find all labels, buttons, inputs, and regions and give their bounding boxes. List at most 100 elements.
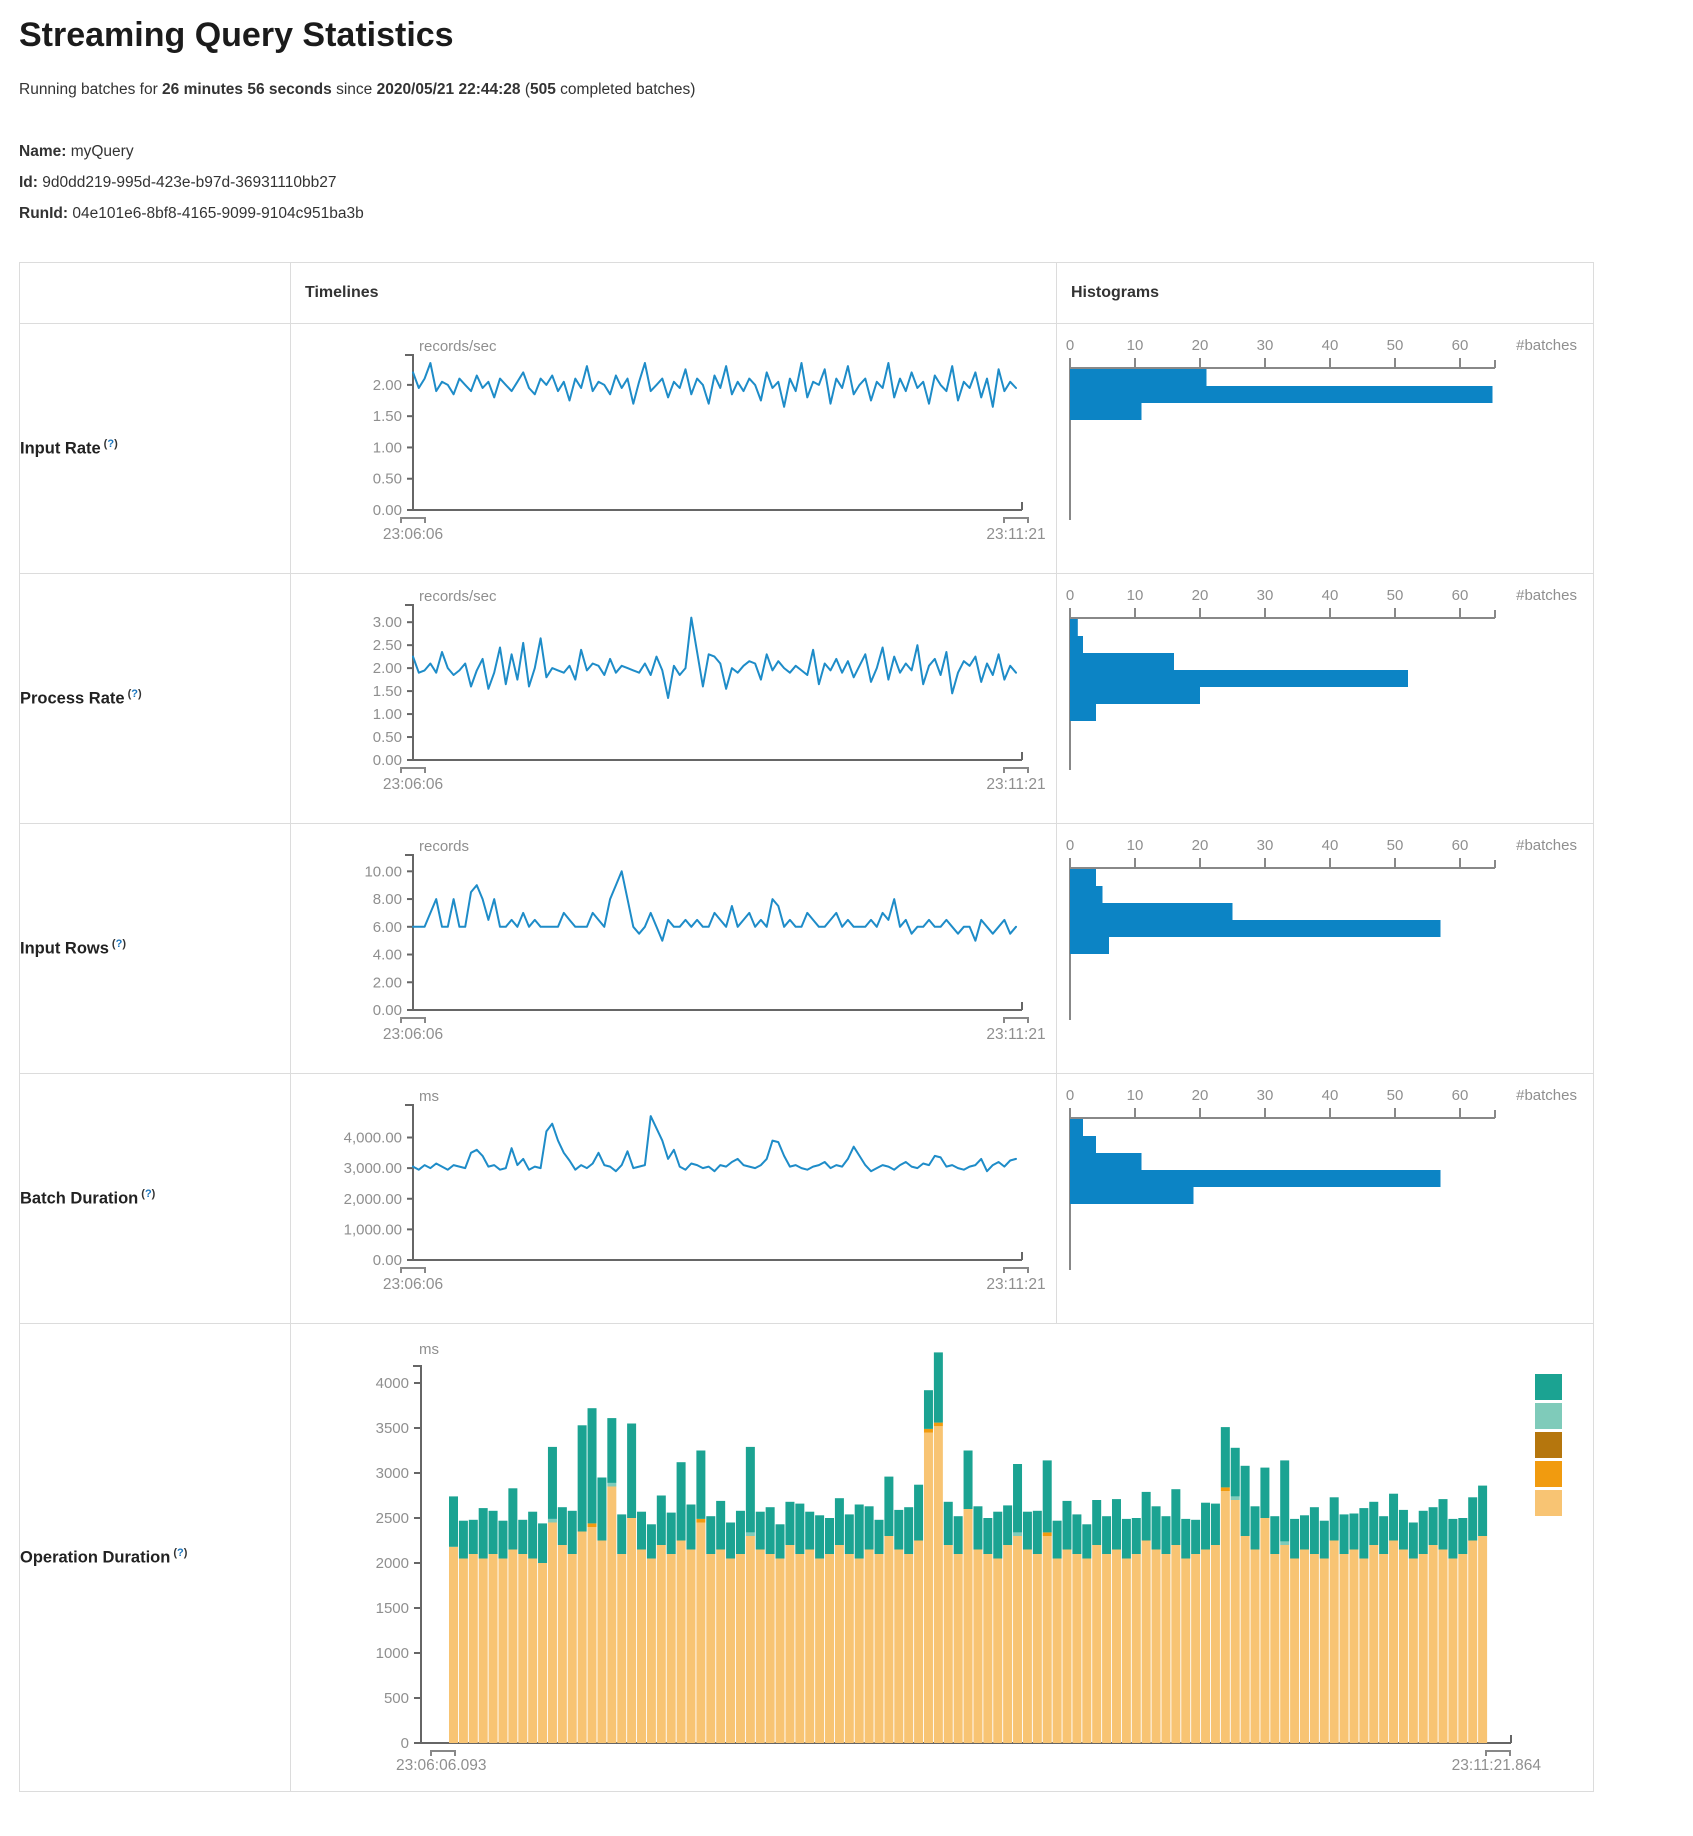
svg-text:2,000.00: 2,000.00 xyxy=(344,1191,402,1208)
svg-text:2.50: 2.50 xyxy=(373,637,402,654)
svg-text:4.00: 4.00 xyxy=(373,947,402,964)
svg-text:23:06:06: 23:06:06 xyxy=(383,1026,443,1043)
svg-text:40: 40 xyxy=(1322,837,1339,854)
process-rate-histogram-chart: 0 10 20 30 40 50 60 #batches xyxy=(1057,574,1593,823)
svg-text:2500: 2500 xyxy=(376,1510,409,1527)
svg-text:20: 20 xyxy=(1192,837,1209,854)
corner-header xyxy=(19,262,291,324)
page: Streaming Query Statistics Running batch… xyxy=(0,16,1693,1792)
status-line: Running batches for 26 minutes 56 second… xyxy=(19,81,1674,99)
svg-text:23:11:21: 23:11:21 xyxy=(986,776,1045,793)
svg-text:40: 40 xyxy=(1322,337,1339,354)
status-duration: 26 minutes 56 seconds xyxy=(162,81,332,98)
metric-label-cell: Operation Duration (?) xyxy=(19,1323,291,1792)
batch-duration-timeline-chart: ms 4,000.00 3,000.00 2,000.00 1,000.00 0.00 23… xyxy=(291,1074,1056,1323)
table-header-row: Timelines Histograms xyxy=(19,262,1594,324)
status-batch-count: 505 xyxy=(529,81,556,98)
help-icon[interactable]: (?) xyxy=(127,688,142,701)
help-icon[interactable]: (?) xyxy=(111,938,126,951)
legend-swatch xyxy=(1535,1403,1562,1429)
help-icon[interactable]: (?) xyxy=(173,1547,188,1560)
svg-text:3000: 3000 xyxy=(376,1465,409,1482)
svg-text:1.50: 1.50 xyxy=(373,683,402,700)
svg-text:20: 20 xyxy=(1192,337,1209,354)
svg-text:0: 0 xyxy=(1066,1087,1074,1104)
svg-text:10: 10 xyxy=(1127,337,1144,354)
svg-text:500: 500 xyxy=(384,1690,409,1707)
svg-text:3500: 3500 xyxy=(376,1420,409,1437)
svg-text:0.50: 0.50 xyxy=(373,729,402,746)
svg-text:1000: 1000 xyxy=(376,1645,409,1662)
legend-swatch xyxy=(1535,1461,1562,1487)
metric-label: Input Rate xyxy=(20,439,101,458)
svg-text:2.00: 2.00 xyxy=(373,660,402,677)
help-icon[interactable]: (?) xyxy=(103,438,118,451)
query-name-label: Name: xyxy=(19,143,67,160)
svg-text:60: 60 xyxy=(1452,1087,1469,1104)
query-id-label: Id: xyxy=(19,174,38,191)
batch-duration-histogram-chart: 0 10 20 30 40 50 60 #batches xyxy=(1057,1074,1593,1323)
legend-swatch xyxy=(1535,1374,1562,1400)
svg-text:23:11:21: 23:11:21 xyxy=(986,1276,1045,1293)
svg-text:50: 50 xyxy=(1387,587,1404,604)
svg-text:0.50: 0.50 xyxy=(373,471,402,488)
svg-text:23:11:21: 23:11:21 xyxy=(986,1026,1045,1043)
svg-text:#batches: #batches xyxy=(1516,837,1577,854)
operation-duration-chart: ms 4000 3500 3000 2500 2000 1500 1000 500 0 23:06:… xyxy=(291,1324,1593,1791)
svg-text:10.00: 10.00 xyxy=(364,863,402,880)
status-post: completed batches) xyxy=(555,81,696,98)
input-rate-timeline-chart: records/sec 2.00 1.50 1.00 0.50 0.00 23:06:06 2… xyxy=(291,324,1056,573)
svg-text:0.00: 0.00 xyxy=(373,502,402,519)
svg-text:#batches: #batches xyxy=(1516,587,1577,604)
query-id-line: Id: 9d0dd219-995d-423e-b97d-36931110bb27 xyxy=(19,167,1674,198)
svg-text:ms: ms xyxy=(419,1088,439,1105)
input-rows-timeline-chart: records 10.00 8.00 6.00 4.00 2.00 0.00 23:06:06… xyxy=(291,824,1056,1073)
svg-text:#batches: #batches xyxy=(1516,1087,1577,1104)
svg-text:23:06:06.093: 23:06:06.093 xyxy=(396,1757,487,1774)
svg-text:0: 0 xyxy=(1066,587,1074,604)
svg-text:2.00: 2.00 xyxy=(373,377,402,394)
svg-text:4000: 4000 xyxy=(376,1375,409,1392)
svg-text:10: 10 xyxy=(1127,587,1144,604)
svg-text:records/sec: records/sec xyxy=(419,338,497,355)
query-runid-label: RunId: xyxy=(19,205,69,222)
svg-text:2.00: 2.00 xyxy=(373,974,402,991)
table-row-batch-duration: Batch Duration (?) ms 4,000.00 3,000.00 2,00… xyxy=(19,1073,1594,1324)
svg-text:23:06:06: 23:06:06 xyxy=(383,1276,443,1293)
svg-text:0: 0 xyxy=(401,1735,409,1752)
svg-text:4,000.00: 4,000.00 xyxy=(344,1130,402,1147)
metric-label: Batch Duration xyxy=(20,1189,139,1208)
svg-text:40: 40 xyxy=(1322,587,1339,604)
table-row-input-rate: Input Rate (?) records/sec 2.00 1.50 1.00 0.5… xyxy=(19,323,1594,574)
svg-text:0: 0 xyxy=(1066,837,1074,854)
metric-label: Input Rows xyxy=(20,939,109,958)
svg-text:50: 50 xyxy=(1387,1087,1404,1104)
status-mid: since xyxy=(331,81,377,98)
svg-text:30: 30 xyxy=(1257,337,1274,354)
svg-text:23:11:21: 23:11:21 xyxy=(986,526,1045,543)
table-row-process-rate: Process Rate (?) records/sec 3.00 2.50 2.00 1… xyxy=(19,573,1594,824)
status-pre: Running batches for xyxy=(19,81,163,98)
svg-text:1.00: 1.00 xyxy=(373,439,402,456)
svg-text:1,000.00: 1,000.00 xyxy=(344,1221,402,1238)
svg-text:60: 60 xyxy=(1452,837,1469,854)
timelines-header: Timelines xyxy=(290,262,1057,324)
query-name-value: myQuery xyxy=(70,143,134,160)
svg-text:23:11:21.864: 23:11:21.864 xyxy=(1452,1757,1542,1774)
svg-text:8.00: 8.00 xyxy=(373,891,402,908)
svg-text:23:06:06: 23:06:06 xyxy=(383,526,443,543)
svg-text:60: 60 xyxy=(1452,587,1469,604)
svg-text:6.00: 6.00 xyxy=(373,919,402,936)
svg-text:30: 30 xyxy=(1257,1087,1274,1104)
input-rows-histogram-chart: 0 10 20 30 40 50 60 #batches xyxy=(1057,824,1593,1073)
metric-label-cell: Input Rate (?) xyxy=(19,323,291,574)
svg-text:3,000.00: 3,000.00 xyxy=(344,1160,402,1177)
legend-swatch xyxy=(1535,1490,1562,1516)
svg-text:3.00: 3.00 xyxy=(373,614,402,631)
page-title: Streaming Query Statistics xyxy=(19,16,454,54)
help-icon[interactable]: (?) xyxy=(141,1188,156,1201)
svg-text:1.00: 1.00 xyxy=(373,706,402,723)
svg-text:20: 20 xyxy=(1192,1087,1209,1104)
svg-text:0.00: 0.00 xyxy=(373,752,402,769)
query-meta: Name: myQuery Id: 9d0dd219-995d-423e-b97… xyxy=(19,136,1674,229)
